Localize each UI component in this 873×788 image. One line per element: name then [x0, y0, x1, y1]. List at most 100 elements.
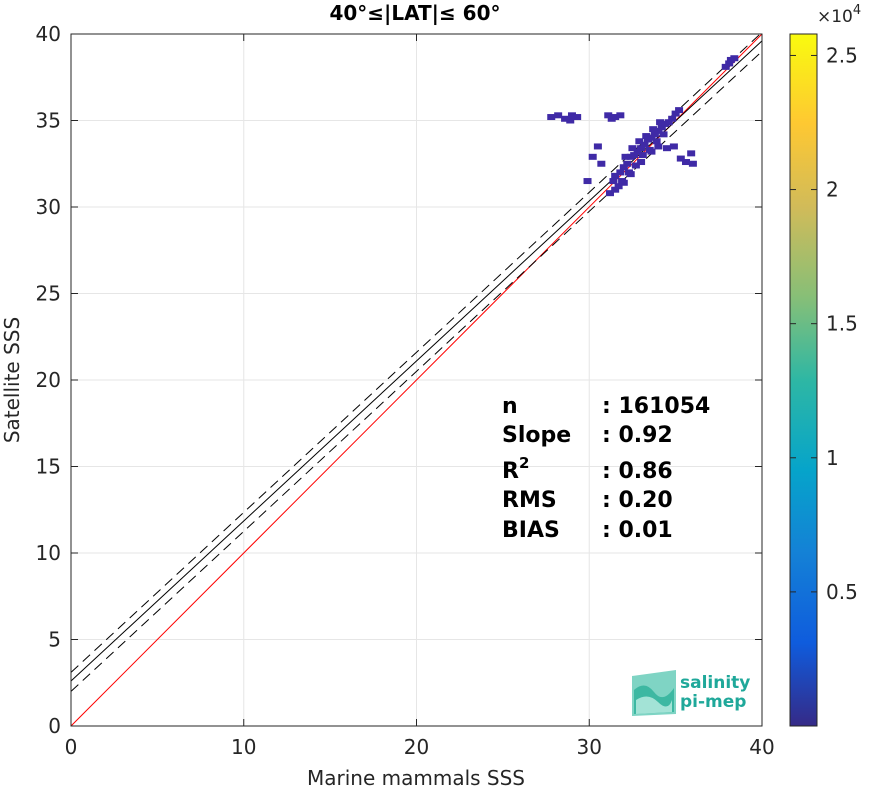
density-point [593, 143, 602, 150]
x-tick-label: 10 [231, 735, 256, 759]
density-point [721, 63, 730, 70]
stat-value: : 161054 [602, 394, 710, 419]
stat-label: BIAS [502, 518, 560, 543]
colorbar: 0.5 1 1.5 2 2.5 ×104 [789, 3, 861, 727]
density-point [583, 178, 592, 185]
density-point [616, 112, 625, 119]
density-point [642, 133, 651, 140]
y-tick-label: 10 [36, 541, 61, 565]
density-point [611, 186, 620, 193]
y-axis-ticks: 0 5 10 15 20 25 30 35 40 [36, 22, 762, 738]
density-point [567, 112, 576, 119]
y-tick-label: 15 [36, 455, 61, 479]
density-point [619, 164, 628, 171]
colorbar-tick-label: 1 [826, 446, 839, 470]
colorbar-tick-label: 0.5 [826, 580, 858, 604]
stat-value: : 0.01 [602, 518, 673, 543]
y-tick-label: 25 [36, 282, 61, 306]
x-tick-label: 40 [749, 735, 774, 759]
chart-title: 40°≤|LAT|≤ 60° [329, 1, 500, 25]
y-tick-label: 20 [36, 368, 61, 392]
stat-label: RMS [502, 488, 557, 513]
y-tick-label: 40 [36, 22, 61, 46]
density-point [621, 153, 630, 160]
density-point [637, 145, 646, 152]
density-point [659, 131, 668, 138]
density-points [547, 55, 739, 197]
density-point [656, 119, 665, 126]
density-point [623, 160, 632, 167]
density-point [631, 162, 640, 169]
density-point [609, 178, 618, 185]
title-group: 40°≤|LAT|≤ 60° [329, 1, 500, 25]
x-axis-label: Marine mammals SSS [307, 766, 525, 788]
colorbar-tick-label: 2.5 [826, 43, 858, 67]
density-point [688, 160, 697, 167]
stat-label: n [502, 394, 518, 419]
density-point [637, 159, 646, 166]
density-point [561, 115, 570, 122]
colorbar-ticks: 0.5 1 1.5 2 2.5 [790, 43, 858, 604]
density-point [638, 152, 647, 159]
stat-value: : 0.92 [602, 423, 673, 448]
colorbar-tick-label: 1.5 [826, 312, 858, 336]
density-point [604, 112, 613, 119]
density-point [605, 190, 614, 197]
density-point [607, 115, 616, 122]
density-point [628, 145, 637, 152]
density-point [662, 145, 671, 152]
density-point [654, 143, 663, 150]
density-point [547, 114, 556, 121]
density-point [726, 56, 735, 63]
density-point [676, 155, 685, 162]
colorbar-frame [789, 33, 818, 727]
density-point [654, 127, 663, 134]
stat-value: : 0.20 [602, 488, 673, 513]
y-tick-label: 30 [36, 195, 61, 219]
density-point [626, 171, 635, 178]
y-axis-label: Satellite SSS [0, 317, 24, 443]
density-point [630, 152, 639, 159]
density-point [633, 148, 642, 155]
colorbar-gradient [790, 34, 817, 726]
density-point [640, 141, 649, 148]
y-tick-label: 5 [48, 628, 61, 652]
y-tick-label: 0 [48, 714, 61, 738]
density-point [657, 124, 666, 131]
x-tick-label: 30 [577, 735, 602, 759]
reference-line-fit-lower [70, 50, 763, 692]
colorbar-tick-label: 2 [826, 178, 839, 202]
logo-line2: pi-mep [680, 692, 746, 712]
density-point [647, 134, 656, 141]
density-point [566, 117, 575, 124]
density-point [554, 112, 563, 119]
salinity-pi-mep-logo: salinity pi-mep [632, 670, 750, 716]
logo-waves-icon [632, 670, 676, 716]
stat-label: Slope [502, 423, 571, 448]
density-point [671, 110, 680, 117]
density-point [668, 115, 677, 122]
density-point [619, 179, 628, 186]
y-tick-label: 35 [36, 109, 61, 133]
density-point [650, 131, 659, 138]
density-point [675, 107, 684, 114]
density-point [725, 60, 734, 67]
density-point [588, 153, 597, 160]
x-axis-ticks: 0 10 20 30 40 [65, 34, 775, 759]
density-point [647, 148, 656, 155]
stat-value: : 0.86 [602, 459, 673, 484]
colorbar-exponent: ×104 [817, 3, 861, 27]
density-point [573, 114, 582, 121]
x-tick-label: 0 [65, 735, 78, 759]
density-point [669, 143, 678, 150]
density-point [616, 169, 625, 176]
x-tick-label: 20 [404, 735, 429, 759]
density-point [649, 126, 658, 133]
density-point [597, 160, 606, 167]
logo-line1: salinity [680, 673, 750, 693]
density-point [614, 183, 623, 190]
density-point [611, 172, 620, 179]
density-point [664, 119, 673, 126]
